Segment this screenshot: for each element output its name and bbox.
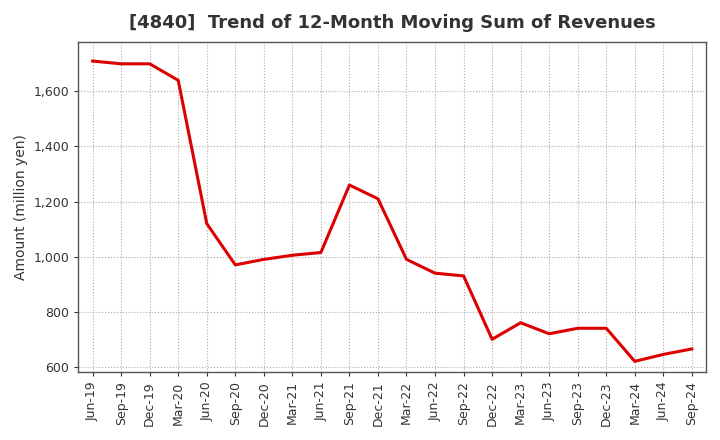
Title: [4840]  Trend of 12-Month Moving Sum of Revenues: [4840] Trend of 12-Month Moving Sum of R… xyxy=(129,14,656,32)
Y-axis label: Amount (million yen): Amount (million yen) xyxy=(14,134,28,280)
